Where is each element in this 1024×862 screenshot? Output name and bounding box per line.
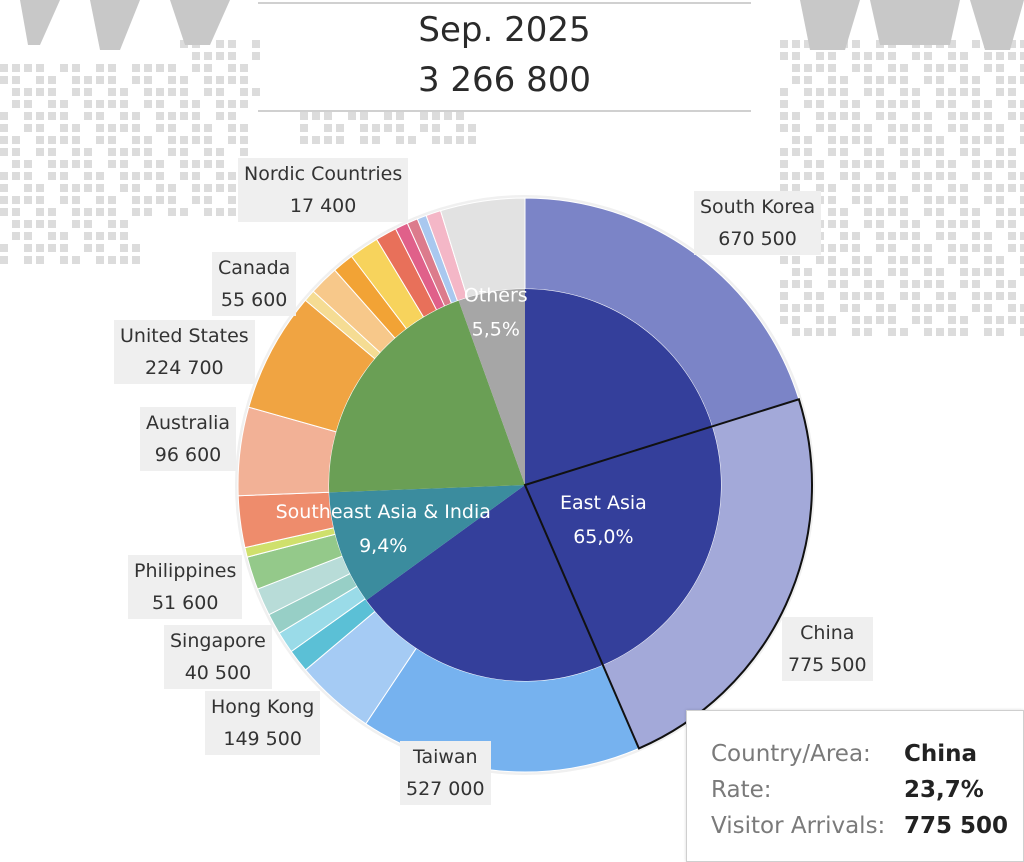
label-canada: Canada 55 600 [212,252,297,316]
map-dots [0,40,1024,336]
inner-label-name: Others [464,285,528,307]
traveler-silhouettes [20,0,1024,50]
tooltip-rate-value: 23,7% [904,777,984,803]
label-south-korea: South Korea 670 500 [694,191,822,255]
label-singapore: Singapore 40 500 [164,625,272,689]
tooltip-country-value: China [904,741,978,767]
label-philippines: Philippines 51 600 [128,555,243,619]
inner-label-others: Others 5,5% [464,285,528,341]
total-arrivals: 3 266 800 [417,60,592,100]
inner-slice-southeast-asia-india[interactable] [329,485,525,601]
tooltip-rate-label: Rate: [711,777,772,803]
inner-label-rate: 65,0% [573,526,633,548]
hover-tooltip: Country/Area: China Rate: 23,7% Visitor … [686,710,1024,862]
inner-label-name: East Asia [560,492,647,514]
inner-slice-segment-2[interactable] [329,300,525,493]
inner-slice-east-asia[interactable] [366,289,721,681]
inner-label-name: Southeast Asia & India [276,501,491,523]
highlight-outline [523,398,813,750]
inner-label-rate: 5,5% [472,319,520,341]
inner-slice-others[interactable] [458,289,525,485]
label-taiwan: Taiwan 527 000 [400,741,491,805]
label-hong-kong: Hong Kong 149 500 [205,691,321,755]
period-title: Sep. 2025 [418,10,591,50]
label-united-states: United States 224 700 [114,320,255,384]
label-australia: Australia 96 600 [140,407,237,471]
tooltip-country-label: Country/Area: [711,741,871,767]
chart-header: Sep. 2025 3 266 800 [258,0,751,112]
header-top-rule [258,2,751,4]
tooltip-arrivals-label: Visitor Arrivals: [711,813,886,839]
inner-label-east-asia: East Asia 65,0% [560,492,647,548]
tooltip-arrivals-value: 775 500 [904,813,1009,839]
inner-label-southeast-asia-india: Southeast Asia & India 9,4% [276,501,491,557]
label-nordic-countries: Nordic Countries 17 400 [238,158,409,222]
inner-label-rate: 9,4% [359,535,407,557]
label-china: China 775 500 [782,617,873,681]
